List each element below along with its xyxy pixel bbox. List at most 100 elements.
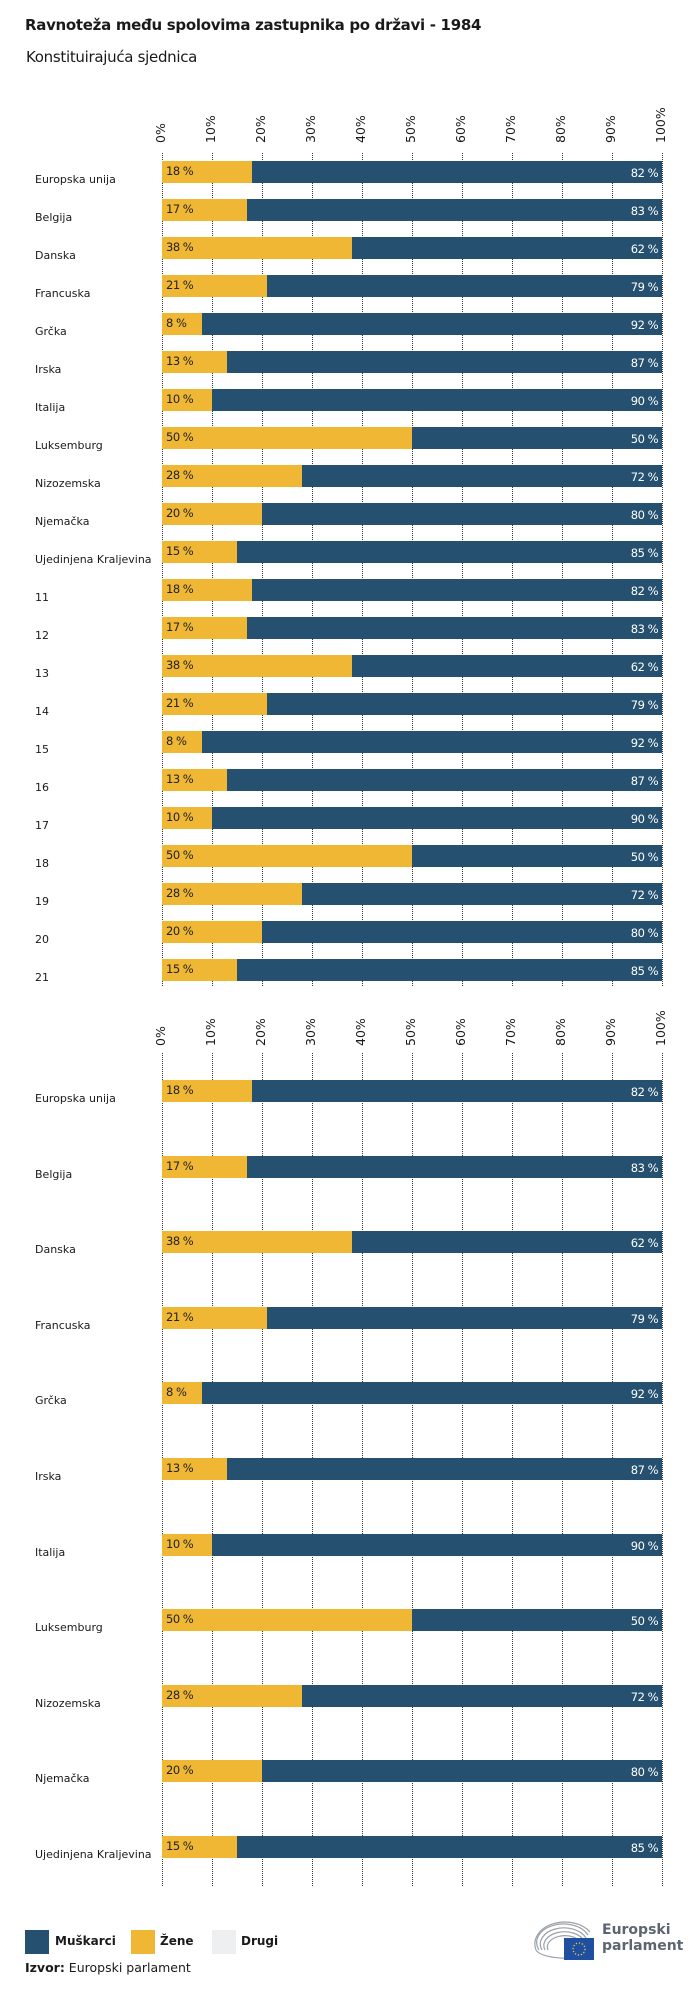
bar-zene: [162, 959, 237, 981]
bar-muskarci: [252, 1080, 662, 1102]
data-label-muskarci: 79 %: [630, 1311, 659, 1326]
data-label-muskarci: 50 %: [630, 432, 659, 446]
data-label-muskarci: 62 %: [630, 242, 659, 256]
bar-muskarci: [247, 1155, 662, 1178]
bar-zene: [162, 921, 262, 943]
bar-row: 18 % 82 %: [162, 1080, 662, 1102]
tick-label: 80%: [553, 1018, 568, 1046]
data-label-muskarci: 90 %: [630, 812, 659, 826]
category-label: Njemačka: [35, 1772, 90, 1786]
tick-label: 50%: [403, 115, 418, 143]
data-label-muskarci: 87 %: [630, 1463, 659, 1477]
bar-muskarci: [302, 883, 662, 905]
data-label-zene: 21 %: [166, 1309, 194, 1324]
bar-zene: [162, 883, 302, 905]
data-label-muskarci: 92 %: [630, 318, 659, 332]
tick-label: 0%: [153, 123, 168, 143]
bar-row: 50 % 50 %: [162, 427, 662, 449]
bar-row: 13 % 87 %: [162, 769, 662, 791]
data-label-muskarci: 50 %: [630, 850, 659, 864]
bar-zene: [162, 541, 237, 563]
bar-muskarci: [227, 769, 662, 791]
bar-row: 20 % 80 %: [162, 1760, 662, 1783]
tick-label: 20%: [253, 1018, 268, 1046]
bar-row: 10 % 90 %: [162, 389, 662, 411]
category-label: 19: [35, 895, 49, 908]
data-label-muskarci: 79 %: [630, 698, 659, 712]
gridline: [462, 153, 463, 986]
bar-row: 17 % 83 %: [162, 617, 662, 639]
data-label-muskarci: 92 %: [630, 1387, 659, 1402]
tick-label: 10%: [203, 115, 218, 143]
category-label: Francuska: [35, 1318, 91, 1332]
logo-text-1: Europski: [602, 1922, 671, 1938]
category-label: Grčka: [35, 1394, 67, 1408]
data-label-zene: 8 %: [166, 734, 187, 748]
data-label-muskarci: 80 %: [630, 1765, 659, 1780]
bar-zene: [162, 845, 412, 867]
tick-label: 40%: [353, 115, 368, 143]
data-label-muskarci: 87 %: [630, 774, 659, 788]
bar-zene: [162, 313, 202, 335]
category-label: Irska: [35, 1470, 62, 1483]
data-label-zene: 18 %: [166, 1083, 194, 1097]
data-label-muskarci: 87 %: [630, 356, 659, 370]
bar-zene: [162, 1306, 267, 1329]
bar-zene: [162, 1382, 202, 1405]
data-label-zene: 13 %: [166, 772, 194, 786]
gridline: [312, 153, 313, 986]
legend-swatch-zene: [131, 1930, 155, 1954]
category-label: 17: [35, 819, 49, 832]
bar-row: 13 % 87 %: [162, 1458, 662, 1480]
bar-muskarci: [237, 959, 662, 981]
source-text: Europski parlament: [64, 1960, 191, 1975]
data-label-muskarci: 62 %: [630, 1236, 659, 1251]
bar-zene: [162, 503, 262, 525]
bar-row: 18 % 82 %: [162, 161, 662, 183]
bar-zene: [162, 389, 212, 411]
bar-row: 38 % 62 %: [162, 237, 662, 259]
category-label: Grčka: [35, 325, 67, 338]
data-label-zene: 18 %: [166, 582, 194, 596]
bar-row: 18 % 82 %: [162, 579, 662, 601]
bar-muskarci: [212, 807, 662, 829]
data-label-muskarci: 85 %: [630, 964, 659, 978]
bar-row: 28 % 72 %: [162, 1684, 662, 1707]
category-label: 21: [35, 971, 49, 984]
bar-row: 10 % 90 %: [162, 1533, 662, 1556]
bar-row: 15 % 85 %: [162, 1836, 662, 1858]
bar-zene: [162, 1609, 412, 1632]
bar-muskarci: [212, 1533, 662, 1556]
tick-label: 90%: [603, 115, 618, 143]
logo-text-2: parlament: [602, 1938, 684, 1954]
bar-muskarci: [352, 237, 662, 259]
bar-zene: [162, 579, 252, 601]
tick-label: 90%: [603, 1018, 618, 1046]
category-label: 16: [35, 781, 49, 794]
category-label: Europska unija: [35, 1092, 116, 1105]
bar-zene: [162, 1760, 262, 1783]
data-label-zene: 50 %: [166, 848, 194, 862]
tick-label: 70%: [503, 115, 518, 143]
tick-label: 100%: [653, 1010, 668, 1046]
data-label-muskarci: 83 %: [630, 204, 659, 218]
bar-zene: [162, 161, 252, 183]
bar-zene: [162, 769, 227, 791]
bar-zene: [162, 275, 267, 297]
gridline: [562, 153, 563, 986]
bar-muskarci: [212, 389, 662, 411]
category-label: 15: [35, 743, 49, 756]
data-label-muskarci: 72 %: [630, 1689, 659, 1704]
data-label-zene: 17 %: [166, 1158, 194, 1173]
data-label-muskarci: 85 %: [630, 546, 659, 560]
bar-row: 10 % 90 %: [162, 807, 662, 829]
bar-muskarci: [352, 1231, 662, 1254]
category-label: Belgija: [35, 211, 73, 224]
bar-zene: [162, 1533, 212, 1556]
bar-muskarci: [302, 1684, 662, 1707]
category-label: 18: [35, 857, 49, 870]
bar-zene: [162, 465, 302, 487]
data-label-muskarci: 85 %: [630, 1841, 659, 1855]
data-label-muskarci: 50 %: [630, 1614, 659, 1629]
data-label-zene: 50 %: [166, 430, 194, 444]
